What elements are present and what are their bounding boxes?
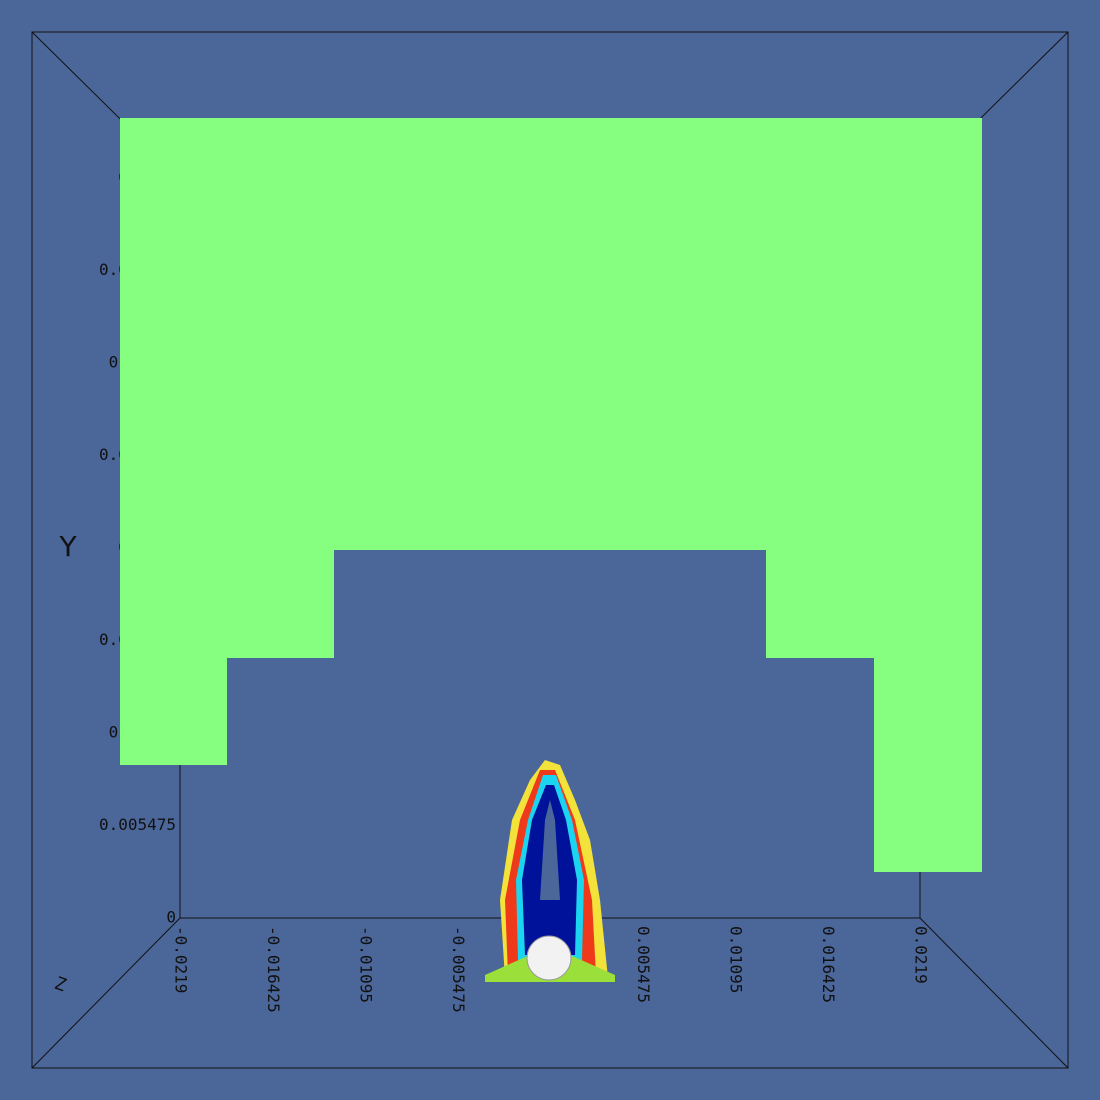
y-tick-label: 0.005475 bbox=[99, 815, 176, 834]
x-tick-label: 0.0219 bbox=[912, 926, 931, 984]
sphere bbox=[526, 935, 572, 981]
x-tick-label: 0.01095 bbox=[727, 926, 746, 993]
flow-plot bbox=[485, 760, 615, 982]
plume-gap bbox=[540, 800, 560, 900]
x-tick-label: -0.016425 bbox=[264, 926, 283, 1013]
front-frame bbox=[31, 31, 1069, 1069]
y-tick-label: 0 bbox=[166, 908, 176, 927]
box-edge bbox=[31, 917, 181, 1069]
box-edge bbox=[919, 917, 1069, 1069]
domain-region bbox=[120, 118, 982, 872]
x-tick-label: -0.0219 bbox=[172, 926, 191, 993]
x-tick-label: -0.005475 bbox=[449, 926, 468, 1013]
x-tick-label: 0.016425 bbox=[819, 926, 838, 1003]
y-axis-label: Y bbox=[58, 530, 77, 563]
x-tick-label: -0.01095 bbox=[357, 926, 376, 1003]
x-tick-label: 0.005475 bbox=[634, 926, 653, 1003]
